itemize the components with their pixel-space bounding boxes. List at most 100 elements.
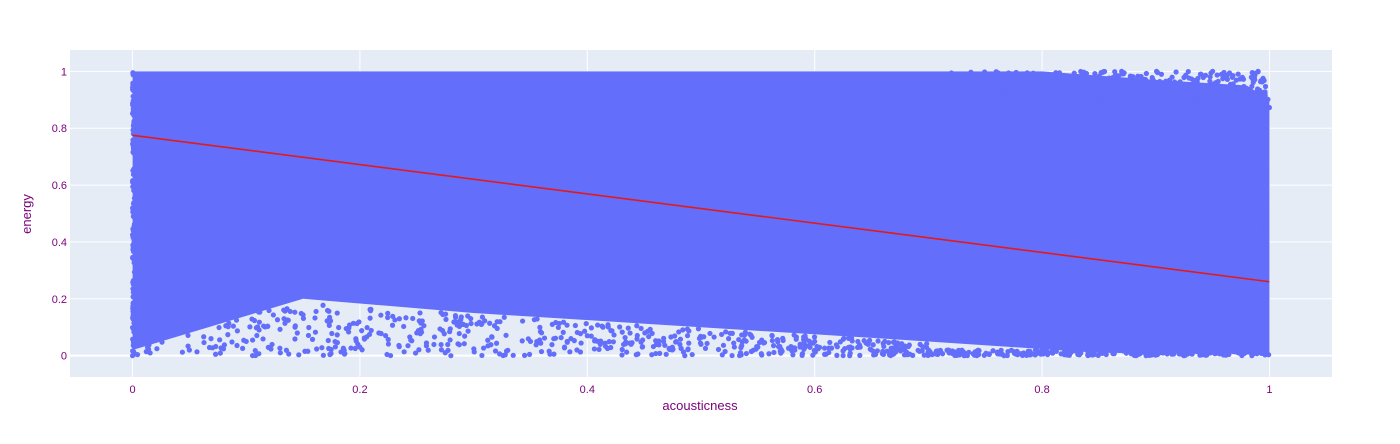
scatter-point: [225, 324, 231, 330]
scatter-point: [195, 297, 201, 304]
scatter-point: [1106, 100, 1112, 106]
scatter-point: [1008, 87, 1014, 94]
scatter-point: [178, 329, 184, 335]
scatter-point: [336, 324, 342, 331]
scatter-point: [898, 341, 904, 347]
scatter-point: [229, 339, 235, 345]
scatter-point: [743, 338, 749, 344]
scatter-point: [1158, 89, 1165, 95]
scatter-point: [152, 335, 158, 341]
scatter-point: [294, 330, 300, 336]
scatter-point: [1057, 106, 1063, 112]
scatter-point: [602, 343, 609, 349]
scatter-point: [1201, 350, 1207, 356]
scatter-point: [1167, 104, 1173, 110]
scatter-point: [1028, 91, 1034, 97]
scatter-point: [1004, 83, 1010, 89]
scatter-point: [1157, 78, 1163, 85]
scatter-point: [217, 350, 223, 356]
scatter-point: [396, 342, 402, 349]
scatter-point: [861, 338, 867, 344]
scatter-point: [720, 342, 727, 348]
scatter-point: [130, 289, 136, 296]
scatter-point: [963, 106, 969, 112]
scatter-point: [1148, 89, 1154, 95]
scatter-point: [999, 99, 1005, 105]
scatter-point: [437, 326, 443, 332]
scatter-point: [190, 311, 197, 317]
scatter-point: [485, 337, 491, 343]
scatter-point: [1142, 347, 1148, 353]
scatter-point: [595, 322, 601, 328]
scatter-point: [153, 315, 159, 321]
scatter-point: [857, 352, 863, 358]
scatter-point: [1147, 84, 1153, 91]
scatter-point: [527, 338, 534, 345]
scatter-point: [770, 343, 777, 349]
scatter-point: [510, 352, 516, 358]
scatter-point: [661, 335, 667, 341]
scatter-point: [1149, 348, 1155, 354]
scatter-point: [948, 350, 954, 356]
scatter-point: [1021, 89, 1027, 95]
scatter-point: [564, 322, 570, 328]
scatter-point: [305, 332, 312, 339]
scatter-point: [309, 336, 316, 342]
scatter-point: [1115, 84, 1121, 90]
scatter-point: [1116, 347, 1122, 354]
scatter-point: [519, 338, 525, 344]
scatter-point: [199, 309, 205, 315]
scatter-point: [568, 336, 574, 342]
scatter-point: [1108, 105, 1114, 111]
scatter-point: [966, 74, 972, 80]
scatter-point: [982, 96, 988, 102]
scatter-point: [1212, 351, 1218, 357]
scatter-point: [461, 341, 467, 347]
scatter-point: [775, 344, 782, 350]
scatter-point: [249, 337, 256, 343]
scatter-point: [341, 351, 348, 357]
scatter-point: [748, 348, 754, 355]
scatter-point: [480, 345, 487, 351]
scatter-point: [974, 97, 980, 103]
scatter-point: [314, 346, 320, 352]
scatter-point: [382, 333, 389, 339]
scatter-point: [567, 349, 573, 355]
scatter-point: [1089, 90, 1095, 97]
scatter-point: [1261, 157, 1267, 163]
scatter-point: [1050, 99, 1056, 106]
scatter-point: [1005, 79, 1011, 85]
scatter-point: [1006, 74, 1012, 80]
scatter-point: [775, 339, 781, 345]
scatter-point: [1074, 106, 1080, 112]
scatter-point: [1174, 104, 1180, 110]
scatter-point: [1261, 283, 1268, 290]
scatter-point: [1235, 71, 1241, 77]
scatter-point: [625, 325, 631, 331]
scatter-point: [634, 323, 640, 329]
scatter-point: [552, 335, 559, 341]
scatter-point: [588, 325, 594, 331]
scatter-point: [526, 351, 533, 357]
scatter-point: [130, 278, 136, 284]
scatter-point: [1011, 85, 1018, 91]
scatter-point: [779, 348, 785, 354]
scatter-point: [973, 72, 980, 78]
scatter-point: [743, 350, 749, 357]
scatter-point: [401, 349, 407, 355]
scatter-point: [975, 101, 981, 107]
scatter-point: [352, 345, 358, 352]
scatter-point: [463, 322, 469, 329]
scatter-point: [662, 342, 668, 348]
scatter-point: [952, 77, 958, 83]
scatter-point: [240, 345, 246, 351]
scatter-point: [220, 346, 227, 352]
scatter-point: [246, 298, 252, 305]
scatter-point: [802, 333, 808, 339]
scatter-point: [684, 333, 691, 339]
scatter-point: [130, 303, 136, 309]
scatter-point: [1166, 77, 1173, 83]
scatter-point: [1021, 82, 1027, 88]
scatter-point: [649, 352, 655, 358]
scatter-point: [1220, 109, 1226, 115]
